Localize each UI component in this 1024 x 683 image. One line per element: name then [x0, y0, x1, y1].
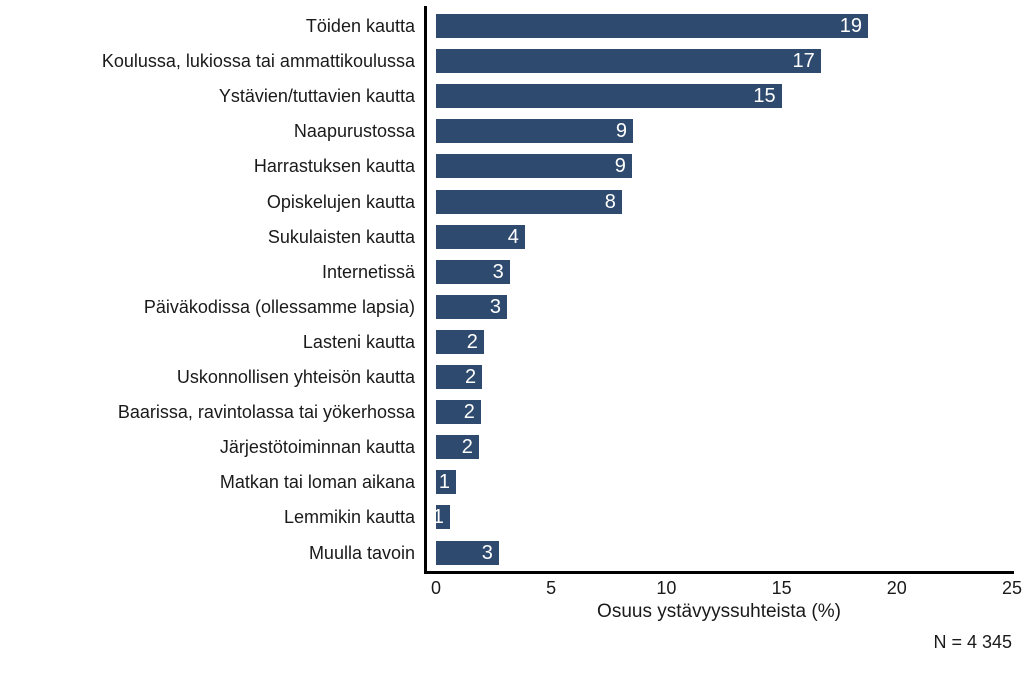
bar: 17 — [436, 49, 821, 74]
bar-value-label: 19 — [839, 15, 862, 37]
bar-value-label: 8 — [604, 190, 616, 213]
bar: 4 — [436, 224, 525, 249]
bar: 2 — [436, 400, 481, 425]
category-label: Koulussa, lukiossa tai ammattikoulussa — [101, 51, 415, 72]
x-tick-label: 5 — [546, 578, 557, 598]
bar: 19 — [436, 14, 868, 38]
bar-value-label: 1 — [432, 506, 444, 529]
bar-value-label: 4 — [507, 225, 519, 248]
bar-value-label: 17 — [792, 50, 815, 73]
bar: 9 — [436, 119, 633, 144]
bar: 15 — [436, 84, 782, 109]
x-tick-label: 25 — [1001, 578, 1023, 598]
x-tick-label: 15 — [771, 578, 792, 598]
bar: 2 — [436, 365, 483, 389]
bar: 2 — [436, 435, 479, 460]
x-tick-label: 10 — [656, 578, 677, 598]
y-axis-line — [424, 6, 427, 574]
bar-value-label: 3 — [489, 295, 501, 318]
bar: 1 — [432, 505, 450, 530]
category-label: Harrastuksen kautta — [253, 156, 415, 177]
category-label: Matkan tai loman aikana — [219, 472, 415, 493]
bar-value-label: 2 — [464, 366, 477, 388]
x-tick-label: 0 — [430, 578, 442, 598]
category-label: Uskonnollisen yhteisön kautta — [176, 367, 415, 387]
bar-value-label: 1 — [438, 471, 451, 494]
category-label: Sukulaisten kautta — [267, 226, 415, 247]
category-label: Naapurustossa — [293, 121, 415, 142]
category-label: Internetissä — [321, 261, 415, 282]
bar: 3 — [436, 259, 510, 284]
bar-value-label: 9 — [615, 120, 627, 143]
x-axis-line — [424, 571, 1014, 574]
bar: 3 — [436, 540, 499, 565]
category-label: Ystävien/tuttavien kautta — [218, 86, 415, 107]
sample-size-note: N = 4 345 — [933, 632, 1012, 652]
bar-value-label: 2 — [463, 401, 475, 424]
bar: 9 — [436, 154, 632, 179]
category-label: Järjestötoiminnan kautta — [219, 437, 415, 458]
category-label: Baarissa, ravintolassa tai yökerhossa — [117, 402, 415, 423]
category-label: Opiskelujen kautta — [266, 191, 415, 212]
bar: 8 — [436, 189, 622, 214]
category-label: Päiväkodissa (ollessamme lapsia) — [143, 296, 415, 317]
bar: 1 — [436, 470, 457, 495]
category-label: Töiden kautta — [305, 16, 415, 36]
category-label: Lemmikin kautta — [283, 507, 415, 528]
x-axis-label: Osuus ystävyyssuhteista (%) — [597, 601, 841, 622]
bar-value-label: 2 — [466, 330, 478, 353]
category-label: Muulla tavoin — [308, 542, 415, 563]
bar-value-label: 2 — [461, 436, 473, 459]
bar-value-label: 15 — [753, 85, 776, 108]
category-label: Lasteni kautta — [302, 331, 415, 352]
bar-value-label: 3 — [481, 541, 493, 564]
bar: 3 — [436, 294, 507, 319]
bar: 2 — [436, 329, 484, 354]
x-tick-label: 20 — [886, 578, 907, 598]
bar-value-label: 3 — [492, 260, 504, 283]
bar-value-label: 9 — [614, 155, 626, 178]
